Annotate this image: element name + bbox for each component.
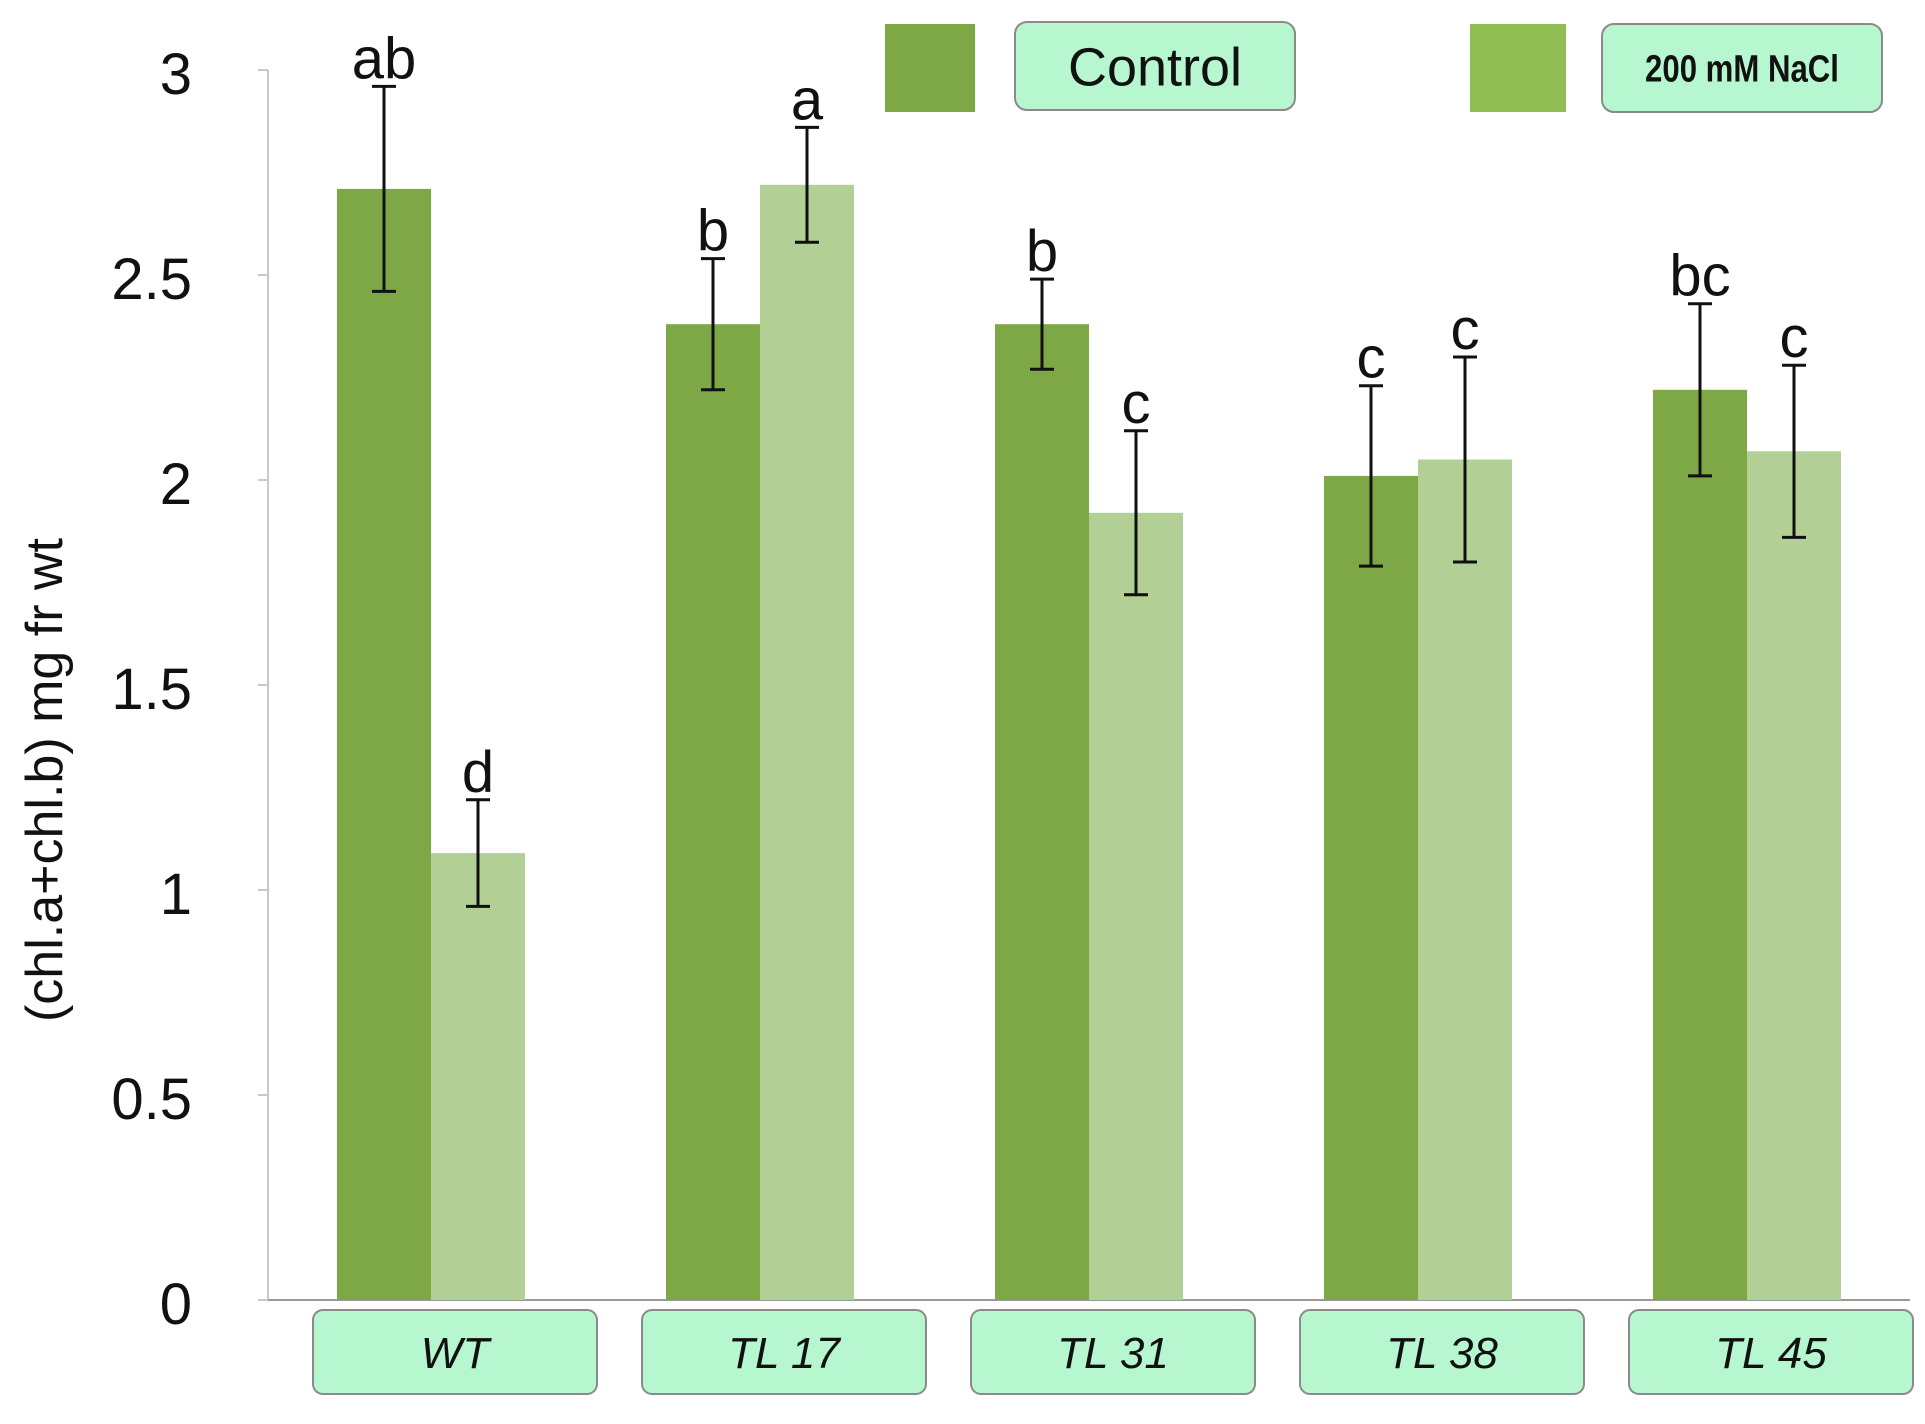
significance-letter: c	[1122, 371, 1151, 436]
bar	[666, 324, 760, 1300]
bar	[760, 184, 854, 1300]
legend-swatch	[1470, 24, 1566, 112]
bar	[431, 853, 525, 1300]
bar	[1324, 475, 1418, 1300]
significance-letter: a	[791, 67, 824, 132]
bar	[995, 324, 1089, 1300]
y-tick-label: 2	[160, 452, 192, 517]
legend-label-box	[1601, 23, 1883, 113]
category-label: TL 38	[1386, 1329, 1498, 1378]
y-axis-label: (chl.a+chl.b) mg fr wt	[16, 537, 74, 1022]
category-label: TL 45	[1715, 1329, 1827, 1378]
category-label: WT	[421, 1329, 493, 1378]
category-box	[641, 1309, 927, 1395]
significance-letter: bc	[1669, 244, 1730, 309]
y-tick-label: 1	[160, 862, 192, 927]
bar	[1747, 451, 1841, 1300]
bar	[1418, 459, 1512, 1300]
bar	[1089, 512, 1183, 1300]
legend-label: Control	[1068, 37, 1242, 97]
category-label: TL 17	[728, 1329, 841, 1378]
category-box	[1628, 1309, 1914, 1395]
significance-letter: c	[1451, 297, 1480, 362]
bar	[337, 188, 431, 1300]
legend-label-box	[1014, 21, 1296, 111]
y-tick-label: 2.5	[111, 247, 192, 312]
legend-swatch	[885, 24, 975, 112]
category-box	[1299, 1309, 1585, 1395]
significance-letter: b	[697, 199, 729, 264]
significance-letter: c	[1357, 326, 1386, 391]
category-label: TL 31	[1057, 1329, 1169, 1378]
bar	[1653, 389, 1747, 1300]
y-tick-label: 0.5	[111, 1067, 192, 1132]
category-box	[970, 1309, 1256, 1395]
significance-letter: b	[1026, 219, 1058, 284]
y-tick-label: 0	[160, 1272, 192, 1337]
significance-letter: ab	[352, 26, 417, 91]
legend-label: 200 mM NaCl	[1645, 49, 1839, 91]
y-tick-label: 3	[160, 42, 192, 107]
category-box	[312, 1309, 598, 1395]
y-tick-label: 1.5	[111, 657, 192, 722]
significance-letter: d	[462, 740, 494, 805]
significance-letter: c	[1780, 305, 1809, 370]
